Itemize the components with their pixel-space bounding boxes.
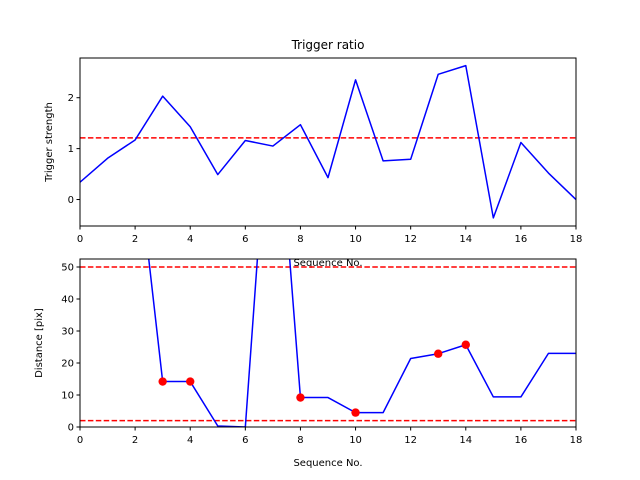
bottom-plot-area: 0 2 4 6 8 10 12 14 16 18 0 10 20 30 40 50: [61, 258, 583, 446]
top-y-tick-label: 0: [68, 195, 74, 206]
bottom-x-tick-label: 16: [515, 435, 528, 446]
top-y-tick-label: 1: [68, 144, 74, 155]
top-data-layer: [80, 64, 576, 219]
bottom-y-tick-label: 30: [61, 327, 74, 338]
top-x-tick-label: 8: [297, 234, 303, 245]
bottom-data-marker: [296, 393, 305, 402]
bottom-x-tick-label: 14: [459, 435, 472, 446]
bottom-x-axis-label: Sequence No.: [293, 458, 362, 469]
top-x-tick-label: 12: [404, 234, 417, 245]
bottom-data-marker: [158, 377, 167, 386]
bottom-y-tick-label: 50: [61, 263, 74, 274]
bottom-x-tick-label: 18: [570, 435, 583, 446]
top-axes-frame: [79, 57, 577, 227]
bottom-subplot: Distance [pix] Sequence No. 0 2 4 6 8 10 12 14 1…: [34, 258, 583, 469]
top-y-tick-label: 2: [68, 93, 74, 104]
bottom-x-tick-label: 12: [404, 435, 417, 446]
top-x-tick-label: 0: [77, 234, 83, 245]
top-x-tick-label: 2: [132, 234, 138, 245]
bottom-y-axis-label: Distance [pix]: [34, 308, 45, 378]
bottom-y-tick-label: 0: [68, 423, 74, 434]
bottom-data-layer: [80, 259, 576, 427]
bottom-x-tick-label: 8: [297, 435, 303, 446]
bottom-y-tick-label: 40: [61, 295, 74, 306]
top-x-tick-label: 6: [242, 234, 248, 245]
bottom-data-marker: [186, 377, 195, 386]
top-series-line: [80, 64, 576, 219]
bottom-x-tick-label: 4: [187, 435, 193, 446]
top-chart-title: Trigger ratio: [291, 38, 365, 52]
bottom-x-tick-label: 6: [242, 435, 248, 446]
top-x-tick-label: 18: [570, 234, 583, 245]
bottom-x-tick-label: 2: [132, 435, 138, 446]
top-x-axis-label: Sequence No.: [293, 258, 362, 269]
bottom-y-tick-label: 20: [61, 359, 74, 370]
bottom-data-marker: [461, 340, 470, 349]
bottom-x-tick-label: 0: [77, 435, 83, 446]
bottom-x-tick-label: 10: [349, 435, 362, 446]
bottom-y-tick-label: 10: [61, 391, 74, 402]
bottom-data-marker: [351, 408, 360, 417]
top-x-tick-label: 16: [515, 234, 528, 245]
top-subplot: Trigger ratio Trigger strength Sequence …: [44, 38, 582, 269]
top-y-axis-label: Trigger strength: [44, 102, 55, 183]
bottom-data-marker: [434, 349, 443, 358]
top-x-tick-label: 14: [459, 234, 472, 245]
top-x-tick-label: 10: [349, 234, 362, 245]
bottom-axes-frame: [79, 258, 577, 428]
top-x-tick-label: 4: [187, 234, 193, 245]
